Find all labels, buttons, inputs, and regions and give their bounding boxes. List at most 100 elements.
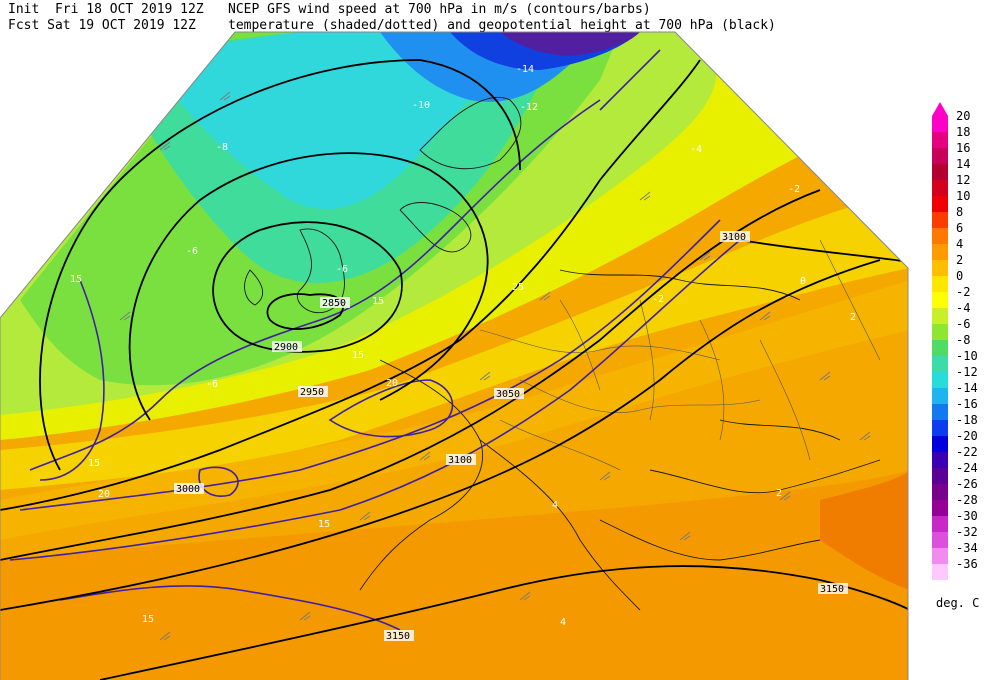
wind-label-20: 20 <box>98 489 110 500</box>
temp-label-4b: 4 <box>560 617 566 628</box>
colorbar-tick-label: 2 <box>956 253 964 267</box>
colorbar-tick-label: 6 <box>956 221 964 235</box>
colorbar-tick-label: -6 <box>956 317 971 331</box>
temp-shade-hot <box>820 470 908 590</box>
colorbar-swatch <box>932 308 948 324</box>
chart-title-line1: NCEP GFS wind speed at 700 hPa in m/s (c… <box>228 2 651 17</box>
colorbar-tick-label: -8 <box>956 333 971 347</box>
colorbar-swatch <box>932 452 948 468</box>
coastlines <box>244 96 881 611</box>
colorbar-swatch <box>932 532 948 548</box>
colorbar <box>932 102 948 580</box>
colorbar-tick-label: -24 <box>956 461 978 475</box>
colorbar-swatch <box>932 404 948 420</box>
colorbar-tick-label: -28 <box>956 493 978 507</box>
colorbar-swatch <box>932 148 948 164</box>
colorbar-tick-label: 4 <box>956 237 964 251</box>
colorbar-tick-label: 12 <box>956 173 971 187</box>
colorbar-tick-label: -10 <box>956 349 978 363</box>
wind-label-15: 15 <box>70 274 82 285</box>
wind-label-15e: 15 <box>318 519 330 530</box>
temp-label-4: 4 <box>552 500 558 511</box>
wind-label-20b: 20 <box>386 378 398 389</box>
colorbar-swatch <box>932 420 948 436</box>
colorbar-tick-label: -2 <box>956 285 971 299</box>
colorbar-swatch <box>932 372 948 388</box>
colorbar-swatch <box>932 276 948 292</box>
colorbar-swatch <box>932 388 948 404</box>
colorbar-tick-label: -34 <box>956 541 978 555</box>
colorbar-tick-label: 16 <box>956 141 971 155</box>
colorbar-swatch <box>932 340 948 356</box>
init-time: Init Fri 18 OCT 2019 12Z <box>8 2 204 17</box>
temp-label-2: 2 <box>850 312 856 323</box>
temp-labels: -10 -12 -14 -8 -6 -6 -6 -4 -2 -2 0 2 2 4… <box>186 64 856 628</box>
wind-label-25: 25 <box>512 282 524 293</box>
colorbar-tick-label: -18 <box>956 413 978 427</box>
height-label-3150: 3150 <box>820 584 844 595</box>
temp-label-m6: -6 <box>336 264 348 275</box>
colorbar-swatch <box>932 212 948 228</box>
forecast-time: Fcst Sat 19 OCT 2019 12Z <box>8 18 196 33</box>
colorbar-tick-label: 20 <box>956 109 971 123</box>
colorbar-swatch <box>932 500 948 516</box>
height-label-3150-south: 3150 <box>386 631 410 642</box>
colorbar-swatch <box>932 132 948 148</box>
colorbar-swatch <box>932 228 948 244</box>
temp-label-0: 0 <box>800 276 806 287</box>
colorbar-swatch <box>932 356 948 372</box>
colorbar-swatch <box>932 548 948 564</box>
colorbar-swatch <box>932 196 948 212</box>
colorbar-tick-label: -26 <box>956 477 978 491</box>
temp-label-m2b: -2 <box>652 294 664 305</box>
height-label-3100-east: 3100 <box>722 232 746 243</box>
wind-labels: 15 15 15 15 15 15 20 20 25 <box>70 274 524 625</box>
wind-barbs <box>39 91 871 641</box>
wind-label-15c: 15 <box>352 350 364 361</box>
colorbar-swatch <box>932 244 948 260</box>
colorbar-swatch <box>932 164 948 180</box>
map-frame <box>0 31 909 680</box>
wind-label-15f: 15 <box>142 614 154 625</box>
temp-label-m10: -10 <box>412 100 430 111</box>
temp-label-m6b: -6 <box>186 246 198 257</box>
temp-label-m6c: -6 <box>206 379 218 390</box>
colorbar-tick-label: 14 <box>956 157 971 171</box>
colorbar-tick-label: 0 <box>956 269 964 283</box>
colorbar-swatch <box>932 436 948 452</box>
colorbar-arrow <box>932 102 948 116</box>
height-label-3000: 3000 <box>176 484 200 495</box>
wind-label-15d: 15 <box>88 458 100 469</box>
colorbar-swatch <box>932 116 948 132</box>
colorbar-tick-label: 10 <box>956 189 971 203</box>
colorbar-tick-label: -4 <box>956 301 971 315</box>
temp-label-m8: -8 <box>216 142 228 153</box>
height-contours <box>0 59 908 680</box>
chart-title-line2: temperature (shaded/dotted) and geopoten… <box>228 18 776 33</box>
colorbar-units: deg. C <box>936 596 980 610</box>
colorbar-swatch <box>932 468 948 484</box>
colorbar-swatch <box>932 292 948 308</box>
temp-label-m4: -4 <box>690 144 702 155</box>
height-label-3100: 3100 <box>448 455 472 466</box>
temp-shade-yellow <box>0 190 908 490</box>
temp-label-m2: -2 <box>788 184 800 195</box>
colorbar-tick-label: 8 <box>956 205 964 219</box>
colorbar-swatch <box>932 324 948 340</box>
colorbar-tick-label: -16 <box>956 397 978 411</box>
height-label-2950: 2950 <box>300 387 324 398</box>
temp-label-m14: -14 <box>516 64 534 75</box>
colorbar-tick-label: -36 <box>956 557 978 571</box>
colorbar-tick-label: -12 <box>956 365 978 379</box>
height-label-2850: 2850 <box>322 298 346 309</box>
temp-label-2b: 2 <box>776 488 782 499</box>
borders <box>479 239 881 471</box>
colorbar-tick-label: 18 <box>956 125 971 139</box>
colorbar-tick-label: -30 <box>956 509 978 523</box>
colorbar-swatch <box>932 260 948 276</box>
temp-label-m12: -12 <box>520 102 538 113</box>
colorbar-swatch <box>932 484 948 500</box>
colorbar-tick-label: -32 <box>956 525 978 539</box>
temp-shade-purple <box>500 32 640 56</box>
